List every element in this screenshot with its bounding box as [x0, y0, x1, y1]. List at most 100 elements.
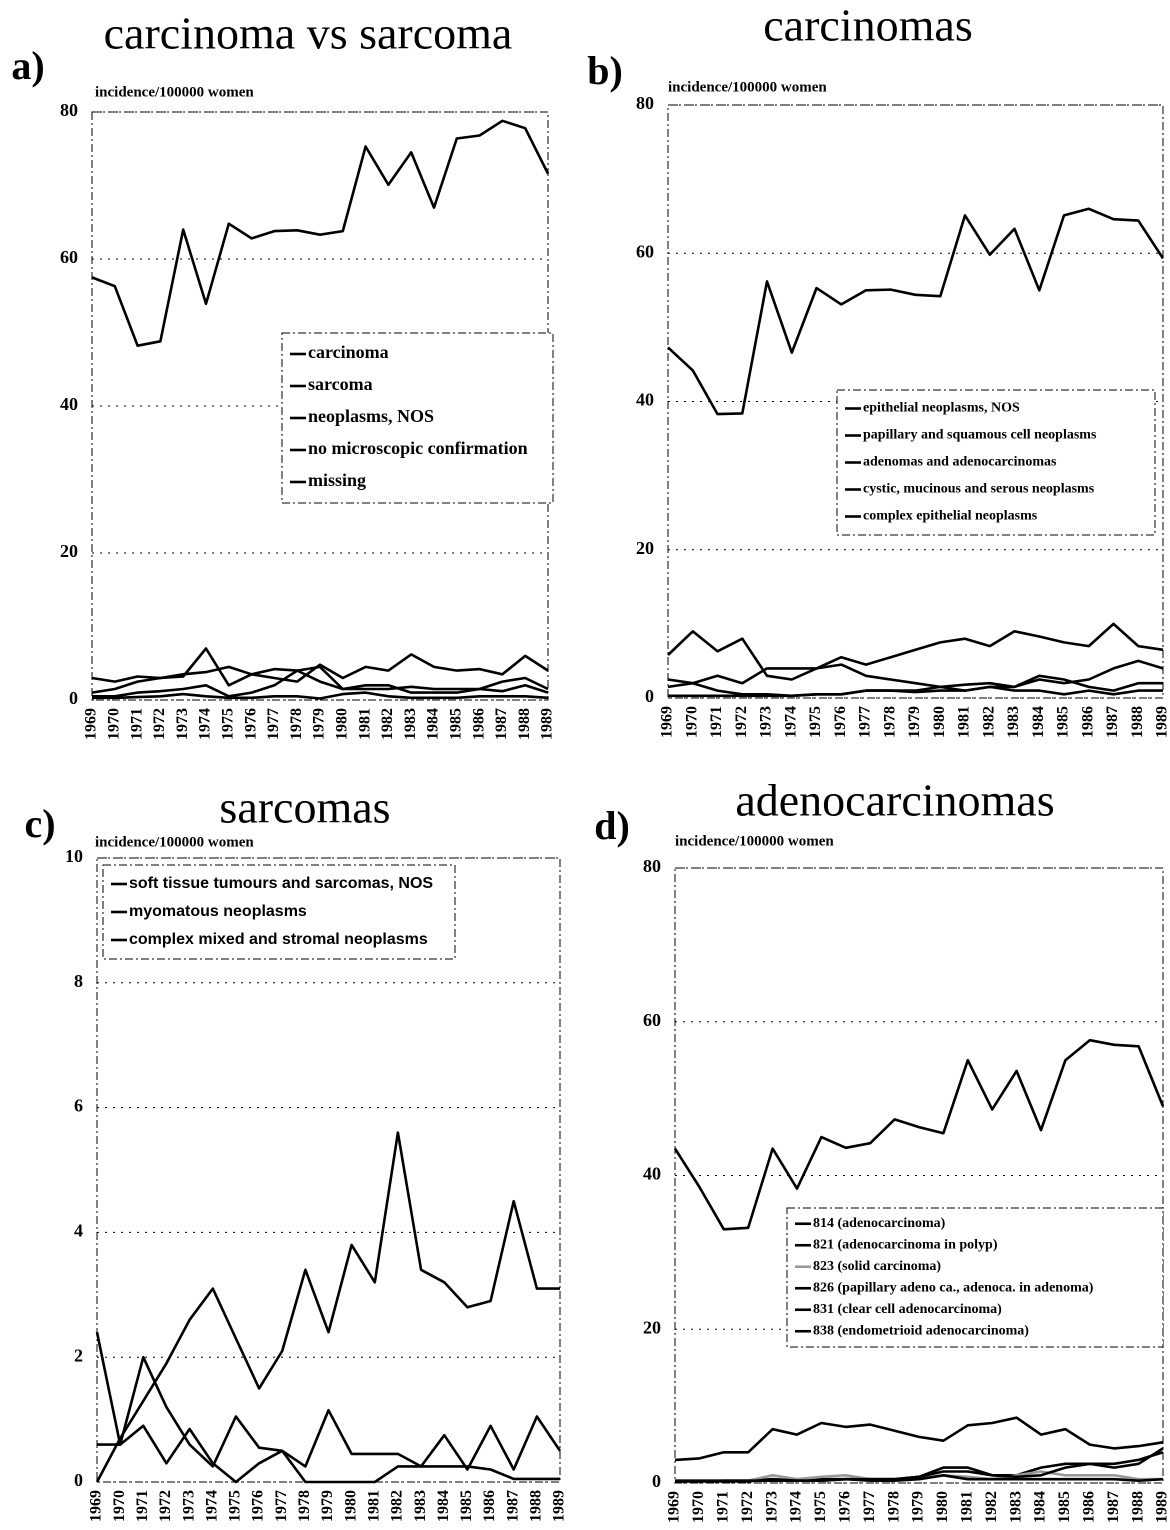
panel-label: b)	[587, 48, 623, 93]
x-tick-label: 1981	[365, 1490, 382, 1522]
x-tick-label: 1979	[906, 706, 923, 738]
x-tick-label: 1977	[857, 706, 874, 738]
series-line	[92, 665, 549, 698]
legend-label: no microscopic confirmation	[308, 438, 528, 458]
x-tick-label: 1973	[180, 1490, 197, 1522]
x-tick-label: 1983	[1005, 706, 1022, 738]
x-tick-label: 1980	[333, 708, 350, 740]
legend-label: soft tissue tumours and sarcomas, NOS	[129, 875, 433, 892]
x-tick-label: 1976	[242, 708, 259, 740]
x-tick-label: 1987	[1104, 706, 1121, 738]
legend-label: 826 (papillary adeno ca., adenoca. in ad…	[813, 1280, 1094, 1295]
panel-label: c)	[24, 801, 55, 846]
x-tick-label: 1974	[203, 1490, 220, 1522]
y-tick-label: 80	[643, 856, 661, 876]
y-tick-label: 60	[636, 241, 654, 261]
x-tick-label: 1971	[128, 708, 145, 740]
plot-frame	[91, 111, 549, 701]
x-tick-label: 1969	[666, 1491, 683, 1523]
y-tick-label: 0	[645, 686, 654, 706]
legend-label: cystic, mucinous and serous neoplasms	[863, 482, 1095, 497]
y-tick-label: 0	[69, 688, 78, 708]
x-tick-label: 1988	[528, 1490, 545, 1522]
y-tick-label: 20	[643, 1317, 661, 1337]
x-tick-label: 1984	[435, 1490, 452, 1522]
x-tick-label: 1979	[319, 1490, 336, 1522]
series-line	[91, 119, 550, 347]
legend-label: 823 (solid carcinoma)	[813, 1259, 941, 1274]
x-tick-label: 1975	[812, 1491, 829, 1523]
axis-label: incidence/100000 women	[95, 84, 254, 100]
y-tick-label: 6	[74, 1096, 83, 1116]
x-tick-label: 1975	[807, 706, 824, 738]
y-tick-label: 20	[60, 541, 78, 561]
x-tick-label: 1969	[88, 1490, 105, 1522]
x-tick-label: 1976	[250, 1490, 267, 1522]
x-tick-label: 1988	[516, 708, 533, 740]
x-tick-label: 1988	[1129, 1491, 1146, 1523]
y-tick-label: 40	[636, 390, 654, 410]
legend-label: 821 (adenocarcinoma in polyp)	[813, 1237, 998, 1252]
x-tick-label: 1974	[782, 706, 799, 738]
legend-label: sarcoma	[308, 374, 373, 394]
series-line	[95, 1331, 562, 1471]
legend-label: epithelial neoplasms, NOS	[863, 401, 1020, 416]
x-tick-label: 1986	[481, 1490, 498, 1522]
x-tick-label: 1985	[1056, 1491, 1073, 1523]
x-tick-label: 1989	[551, 1490, 568, 1522]
x-tick-label: 1976	[836, 1491, 853, 1523]
y-tick-label: 60	[60, 247, 78, 267]
series-line	[667, 678, 1163, 698]
plot-frame	[667, 104, 1164, 699]
x-tick-label: 1984	[1032, 1491, 1049, 1523]
chart-title: carcinomas	[763, 0, 972, 51]
x-tick-label: 1976	[832, 706, 849, 738]
chart-title: adenocarcinomas	[735, 775, 1054, 826]
x-tick-label: 1980	[342, 1490, 359, 1522]
x-tick-label: 1977	[265, 708, 282, 740]
series-line	[667, 207, 1165, 416]
x-tick-label: 1973	[174, 708, 191, 740]
axis-label: incidence/100000 women	[668, 79, 827, 95]
x-tick-label: 1970	[111, 1490, 128, 1522]
y-tick-label: 20	[636, 538, 654, 558]
y-tick-label: 0	[74, 1470, 83, 1490]
x-tick-label: 1982	[980, 706, 997, 738]
x-tick-label: 1971	[134, 1490, 151, 1522]
x-tick-label: 1973	[758, 706, 775, 738]
x-tick-label: 1983	[402, 708, 419, 740]
x-tick-label: 1974	[197, 708, 214, 740]
x-tick-label: 1979	[910, 1491, 927, 1523]
x-tick-label: 1982	[389, 1490, 406, 1522]
series-line	[667, 659, 1164, 689]
legend-label: adenomas and adenocarcinomas	[863, 455, 1057, 470]
x-tick-label: 1970	[105, 708, 122, 740]
x-tick-label: 1985	[447, 708, 464, 740]
series-line	[673, 1038, 1165, 1231]
y-tick-label: 10	[65, 846, 83, 866]
axis-label: incidence/100000 women	[95, 834, 254, 850]
x-tick-label: 1981	[356, 708, 373, 740]
x-tick-label: 1983	[412, 1490, 429, 1522]
x-tick-label: 1975	[219, 708, 236, 740]
x-tick-label: 1972	[157, 1490, 174, 1522]
x-tick-label: 1969	[659, 706, 676, 738]
legend-box	[281, 332, 554, 504]
x-tick-label: 1986	[1080, 1491, 1097, 1523]
y-tick-label: 8	[74, 971, 83, 991]
x-tick-label: 1984	[425, 708, 442, 740]
x-tick-label: 1982	[983, 1491, 1000, 1523]
series-line	[667, 622, 1164, 681]
series-line	[675, 1474, 1164, 1483]
y-tick-label: 80	[60, 100, 78, 120]
x-tick-label: 1972	[739, 1491, 756, 1523]
x-tick-label: 1977	[273, 1490, 290, 1522]
legend-label: 831 (clear cell adenocarcinoma)	[813, 1302, 1002, 1317]
legend-label: myomatous neoplasms	[129, 903, 307, 920]
x-tick-label: 1974	[788, 1491, 805, 1523]
x-tick-label: 1972	[151, 708, 168, 740]
x-tick-label: 1981	[956, 706, 973, 738]
x-tick-label: 1973	[763, 1491, 780, 1523]
